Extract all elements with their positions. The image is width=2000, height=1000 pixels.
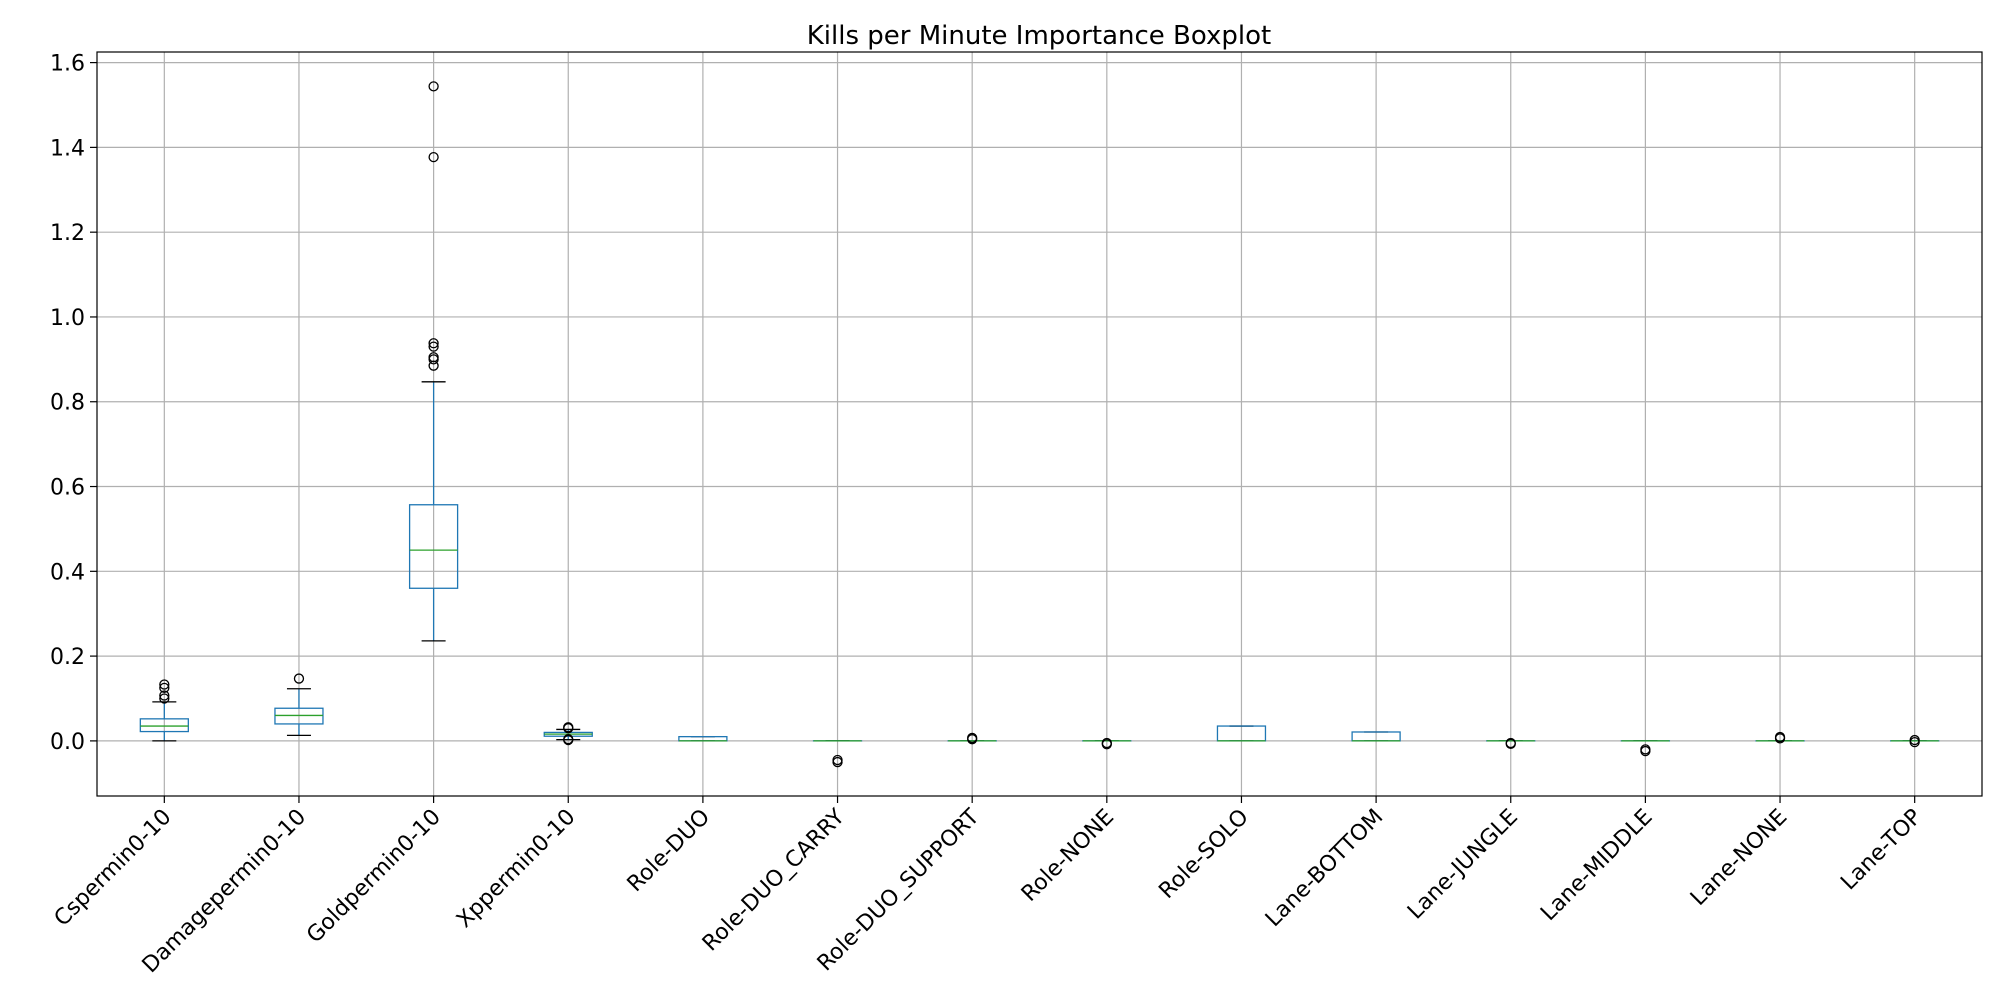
x-tick-label: Role-SOLO xyxy=(1154,805,1253,904)
box-role-duo-support xyxy=(947,732,997,745)
box-lane-jungle xyxy=(1486,737,1536,750)
x-tick-label: Lane-MIDDLE xyxy=(1536,805,1657,926)
box-role-solo xyxy=(1216,725,1267,742)
box-lane-bottom xyxy=(1351,731,1401,742)
box-xppermin0-10 xyxy=(543,722,593,746)
x-tick-label: Xppermin0-10 xyxy=(452,805,580,933)
outlier-point xyxy=(159,693,170,704)
iqr-box xyxy=(408,504,459,589)
outlier-point xyxy=(428,341,439,352)
x-tick-label: Lane-BOTTOM xyxy=(1261,805,1388,932)
y-tick-label: 1.4 xyxy=(50,136,85,161)
box-role-none xyxy=(1082,737,1132,750)
y-tick-label: 1.6 xyxy=(50,52,85,77)
outlier-point xyxy=(293,673,305,684)
box-role-duo-carry xyxy=(812,740,863,768)
box-lane-top xyxy=(1890,734,1940,748)
outlier-point xyxy=(563,722,574,733)
y-tick-label: 0.0 xyxy=(50,730,85,755)
outlier-point xyxy=(967,732,978,744)
x-tick-label: Role-NONE xyxy=(1017,805,1119,907)
y-tick-label: 0.8 xyxy=(50,391,85,416)
y-tick-label: 0.4 xyxy=(50,560,85,585)
outlier-point xyxy=(428,338,439,349)
box-role-duo xyxy=(678,735,728,742)
outlier-point xyxy=(428,352,439,363)
x-tick-label: Cspermin0-10 xyxy=(50,805,177,932)
box-lane-none xyxy=(1755,731,1805,744)
outlier-point xyxy=(159,679,170,690)
outlier-point xyxy=(1101,739,1112,750)
outlier-point xyxy=(428,151,439,163)
box-goldpermin0-10 xyxy=(408,81,459,642)
outlier-point xyxy=(428,81,439,92)
box-lane-middle xyxy=(1620,740,1671,757)
chart-title: Kills per Minute Importance Boxplot xyxy=(807,21,1271,51)
y-tick-label: 1.0 xyxy=(50,306,85,331)
box-cspermin0-10 xyxy=(139,679,189,742)
outlier-point xyxy=(1909,734,1920,746)
box-damagepermin0-10 xyxy=(274,673,324,737)
outlier-point xyxy=(1640,745,1651,757)
plot-frame xyxy=(96,51,1983,797)
y-tick-label: 0.2 xyxy=(50,645,85,670)
y-tick-label: 1.2 xyxy=(50,221,85,246)
x-tick-label: Lane-JUNGLE xyxy=(1403,805,1523,925)
outlier-point xyxy=(563,734,574,745)
outlier-point xyxy=(832,756,843,768)
boxes-layer xyxy=(139,81,1940,768)
outlier-point xyxy=(159,682,170,694)
x-tick-label: Role-DUO_CARRY xyxy=(698,804,850,956)
outlier-point xyxy=(159,690,170,701)
x-tick-label: Goldpermin0-10 xyxy=(302,805,446,949)
outlier-point xyxy=(1505,738,1516,750)
outlier-point xyxy=(1774,731,1786,743)
y-tick-label: 0.6 xyxy=(50,476,85,501)
iqr-box xyxy=(139,718,189,733)
x-tick-label: Lane-TOP xyxy=(1836,805,1927,896)
x-tick-label: Lane-NONE xyxy=(1686,805,1792,911)
grid-layer xyxy=(97,52,1982,796)
x-tick-label: Role-DUO xyxy=(623,805,715,897)
